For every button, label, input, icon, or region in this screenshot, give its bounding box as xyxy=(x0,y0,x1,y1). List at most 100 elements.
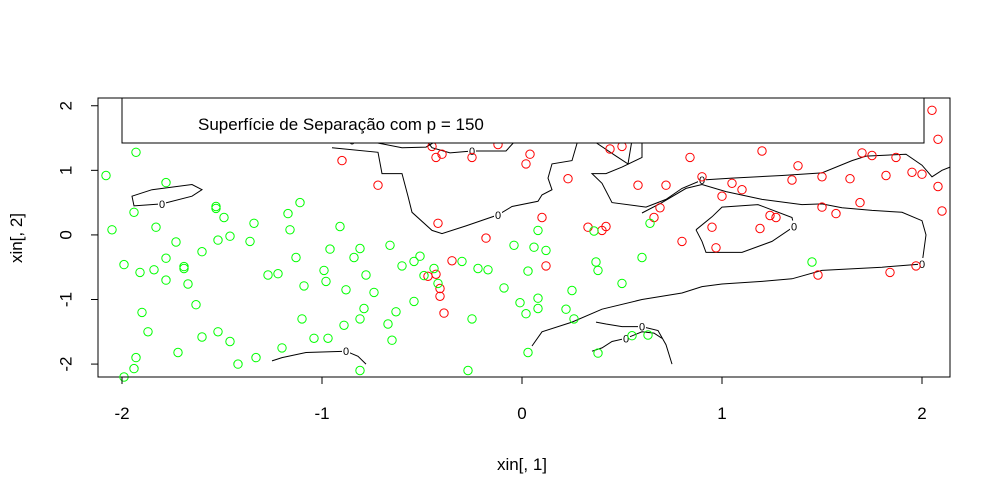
data-point xyxy=(337,155,347,166)
contour-line xyxy=(331,139,579,235)
data-point xyxy=(533,225,543,236)
data-point xyxy=(697,172,707,182)
data-point xyxy=(119,259,129,270)
data-point xyxy=(813,270,823,280)
data-point xyxy=(605,144,615,154)
y-axis-label: xin[, 2] xyxy=(7,213,26,263)
data-point xyxy=(173,347,183,358)
data-point xyxy=(437,149,447,159)
data-point xyxy=(129,363,139,374)
contour-line xyxy=(695,204,795,253)
data-point xyxy=(391,307,401,317)
data-point xyxy=(415,251,425,261)
data-point xyxy=(787,175,797,185)
data-point xyxy=(263,270,273,280)
data-point xyxy=(569,314,579,324)
data-point xyxy=(911,261,921,271)
data-point xyxy=(533,303,543,314)
data-point xyxy=(845,174,855,184)
data-point xyxy=(323,333,333,343)
contour-label: 0 xyxy=(639,322,645,334)
contour-line xyxy=(271,350,367,365)
contour-label-bg xyxy=(158,197,166,210)
legend-box: Superfície de Separação com p = 150 xyxy=(121,97,925,144)
data-point xyxy=(515,298,525,308)
y-tick-label: 0 xyxy=(56,230,75,239)
data-point xyxy=(171,237,181,247)
data-point xyxy=(245,236,255,247)
contour-label: 0 xyxy=(791,222,797,234)
data-point xyxy=(251,352,261,363)
data-point xyxy=(817,172,827,182)
contour-line xyxy=(531,183,927,347)
data-point xyxy=(179,261,189,272)
data-point xyxy=(917,169,927,179)
data-point xyxy=(711,243,721,253)
data-point xyxy=(299,281,309,291)
data-point xyxy=(423,271,433,281)
data-point xyxy=(765,210,775,221)
data-point xyxy=(419,270,429,281)
data-point xyxy=(727,178,737,189)
data-point xyxy=(807,257,817,267)
contour-label-bg xyxy=(494,208,502,221)
data-point xyxy=(151,222,161,232)
data-point xyxy=(645,218,655,229)
data-point xyxy=(355,314,365,324)
data-point xyxy=(737,185,747,195)
data-point xyxy=(891,152,901,163)
data-point xyxy=(463,365,473,376)
data-point xyxy=(349,252,359,263)
data-point xyxy=(161,253,171,263)
contour-line xyxy=(590,140,951,208)
data-point xyxy=(435,283,445,294)
contour-label-bg xyxy=(468,144,476,157)
data-point xyxy=(933,181,943,192)
data-point xyxy=(431,269,441,279)
data-point xyxy=(885,267,895,278)
data-point xyxy=(283,208,293,219)
data-point xyxy=(213,327,223,337)
data-point xyxy=(661,180,671,190)
contour-label-bg xyxy=(918,257,926,270)
data-point xyxy=(593,348,603,358)
data-point xyxy=(397,261,407,271)
data-point xyxy=(373,180,383,190)
contour-label: 0 xyxy=(495,210,501,222)
y-tick-label: 1 xyxy=(56,166,75,175)
data-point xyxy=(341,285,351,295)
data-point xyxy=(225,336,235,347)
data-point xyxy=(197,332,207,342)
data-point xyxy=(643,330,653,340)
data-point xyxy=(225,231,235,241)
data-point xyxy=(907,167,917,178)
data-point xyxy=(321,276,331,287)
data-point xyxy=(355,243,365,254)
data-point xyxy=(191,300,201,310)
data-point xyxy=(339,320,349,330)
data-point xyxy=(541,245,551,256)
data-point xyxy=(319,265,329,276)
data-point xyxy=(525,149,535,159)
data-point xyxy=(617,278,627,289)
data-point xyxy=(355,365,365,376)
data-point xyxy=(137,307,147,318)
data-point xyxy=(717,191,727,201)
contour-label: 0 xyxy=(469,146,475,158)
x-tick-label: 0 xyxy=(517,404,526,423)
data-point xyxy=(529,242,539,252)
data-point xyxy=(567,285,577,296)
data-point xyxy=(161,275,171,285)
data-point xyxy=(211,201,221,212)
data-point xyxy=(179,263,189,274)
contour-label: 0 xyxy=(919,259,925,271)
data-point xyxy=(473,263,483,274)
x-tick-label: -2 xyxy=(114,404,129,423)
data-point xyxy=(129,207,139,218)
data-point xyxy=(677,236,687,247)
data-point xyxy=(867,150,877,161)
data-point xyxy=(213,235,223,245)
data-point xyxy=(335,221,345,232)
data-point xyxy=(591,257,601,267)
